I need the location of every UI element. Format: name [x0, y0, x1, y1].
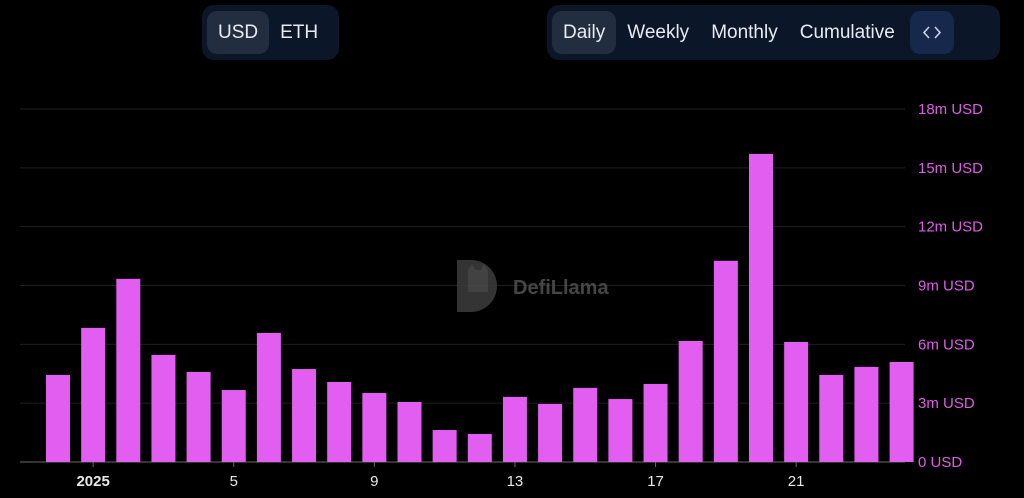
bar-jan-8[interactable]	[327, 381, 352, 462]
bar-jan-14[interactable]	[538, 403, 563, 462]
y-tick-label: 3m USD	[918, 395, 975, 412]
x-tick-label: 9	[370, 473, 378, 490]
bar-jan-9[interactable]	[362, 392, 387, 462]
bar-jan-17[interactable]	[643, 383, 668, 462]
bar-jan-6[interactable]	[256, 332, 281, 462]
defillama-watermark: DefiLlama	[457, 260, 609, 312]
usd-button[interactable]: USD	[207, 11, 270, 54]
y-tick-label: 9m USD	[918, 278, 975, 295]
bar-jan-3[interactable]	[151, 354, 176, 462]
bar-jan-13[interactable]	[502, 396, 527, 462]
bar-jan-1[interactable]	[81, 327, 106, 462]
x-tick-label: 13	[507, 473, 524, 490]
bar-dec-31[interactable]	[46, 374, 70, 462]
bar-jan-12[interactable]	[467, 433, 492, 462]
y-tick-label: 12m USD	[918, 219, 983, 236]
bar-jan-4[interactable]	[186, 371, 211, 462]
x-tick-label: 17	[647, 473, 664, 490]
x-tick-label: 2025	[76, 473, 109, 490]
bar-jan-16[interactable]	[608, 399, 633, 462]
bar-jan-22[interactable]	[819, 374, 844, 462]
x-tick-label: 5	[230, 473, 238, 490]
currency-toggle: USD ETH	[202, 5, 339, 60]
eth-button[interactable]: ETH	[280, 22, 319, 43]
y-tick-label: 0 USD	[918, 454, 962, 471]
y-tick-label: 18m USD	[918, 101, 983, 118]
bar-jan-10[interactable]	[397, 401, 422, 462]
period-toggle: Daily Weekly Monthly Cumulative	[547, 5, 1000, 60]
weekly-button[interactable]: Weekly	[627, 22, 690, 43]
monthly-button[interactable]: Monthly	[711, 22, 778, 43]
bar-jan-5[interactable]	[221, 390, 246, 462]
bar-jan-18[interactable]	[678, 340, 703, 462]
x-tick-label: 21	[788, 473, 805, 490]
bar-jan-2[interactable]	[116, 278, 141, 462]
embed-button[interactable]	[909, 11, 954, 54]
y-tick-label: 15m USD	[918, 160, 983, 177]
bar-jan-20[interactable]	[749, 153, 773, 463]
bar-jan-21[interactable]	[784, 341, 809, 462]
bar-jan-7[interactable]	[292, 369, 317, 462]
bar-jan-23[interactable]	[854, 366, 879, 462]
bar-jan-19[interactable]	[713, 260, 738, 462]
bar-jan-11[interactable]	[432, 430, 457, 462]
daily-button[interactable]: Daily	[552, 11, 617, 54]
bar-jan-15[interactable]	[573, 387, 598, 462]
y-tick-label: 6m USD	[918, 336, 975, 353]
watermark-text: DefiLlama	[513, 277, 609, 299]
code-brackets-icon	[922, 26, 941, 39]
cumulative-button[interactable]: Cumulative	[799, 22, 895, 43]
bar-jan-24[interactable]	[889, 361, 914, 462]
